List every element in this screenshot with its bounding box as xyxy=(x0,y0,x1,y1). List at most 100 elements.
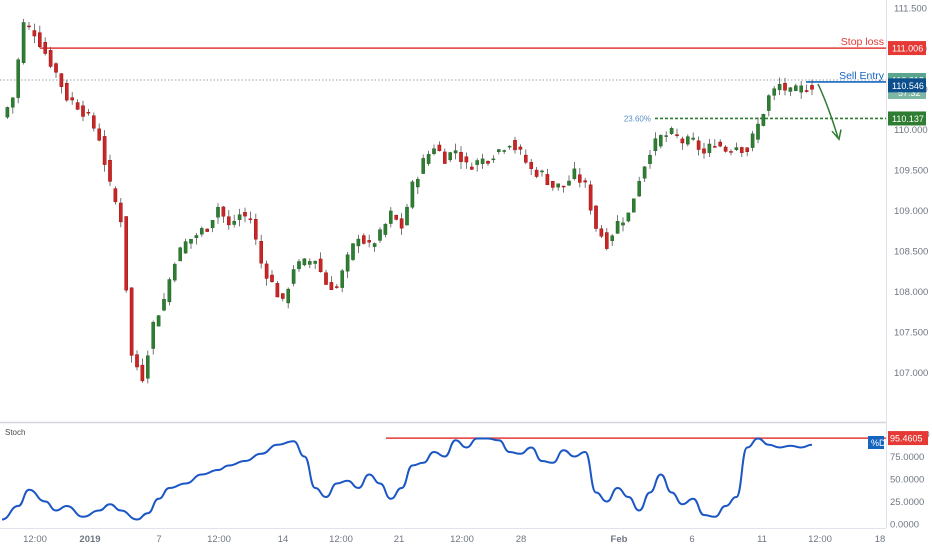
candle-body xyxy=(140,364,145,382)
candle-body xyxy=(113,188,118,203)
candle-body xyxy=(626,212,631,222)
time-tick-label: 14 xyxy=(278,534,289,545)
candle-body xyxy=(437,144,442,152)
candle-body xyxy=(756,123,760,140)
price-tick-label: 110.000 xyxy=(894,125,928,136)
candle-body xyxy=(275,283,280,298)
candle-body xyxy=(340,270,345,288)
stoch-legend-tag: %D xyxy=(871,438,886,448)
candle-body xyxy=(551,181,555,188)
price-tick-label: 111.500 xyxy=(894,4,927,15)
candle-body xyxy=(297,261,301,270)
candle-body xyxy=(642,166,647,179)
stoch-pane-title: Stoch xyxy=(5,428,25,437)
candle-body xyxy=(64,82,69,101)
time-tick-label: 21 xyxy=(394,534,405,545)
candle-body xyxy=(718,141,722,147)
candle-body xyxy=(389,210,393,224)
candle-body xyxy=(502,150,507,152)
price-tick-label: 109.500 xyxy=(894,166,928,177)
candle-body xyxy=(43,42,47,54)
candle-body xyxy=(248,218,253,220)
candle-body xyxy=(615,221,620,234)
candle-body xyxy=(648,154,652,164)
stop-loss-tag-bg xyxy=(888,41,926,56)
candle-body xyxy=(653,138,658,151)
stoch-tick-label: 0.0000 xyxy=(890,520,919,531)
candle-body xyxy=(680,138,685,144)
candle-body xyxy=(777,83,782,91)
candle-body xyxy=(205,228,210,232)
stoch-line xyxy=(1,437,813,521)
candle-body xyxy=(383,223,388,235)
candle-body xyxy=(194,235,199,238)
candle-body xyxy=(540,170,544,173)
candle-body xyxy=(491,158,496,161)
candle-body xyxy=(118,202,123,223)
stoch-pane-bg xyxy=(0,424,886,528)
sell-arrow xyxy=(817,83,839,138)
candle-body xyxy=(318,258,323,273)
time-tick-label: 12:00 xyxy=(207,534,231,545)
candle-body xyxy=(59,73,64,87)
candle-body xyxy=(135,354,139,368)
candle-body xyxy=(475,160,480,165)
candle-body xyxy=(621,222,625,226)
candle-body xyxy=(464,156,469,163)
candle-body xyxy=(588,184,593,211)
candle-body xyxy=(335,286,339,288)
candle-body xyxy=(302,258,307,266)
time-tick-label: 28 xyxy=(516,534,527,545)
stoch-level-tag: 95.4605 xyxy=(890,434,923,444)
candle-body xyxy=(470,166,474,170)
candle-body xyxy=(372,243,377,247)
candle-body xyxy=(426,154,431,164)
candle-body xyxy=(659,135,663,147)
candle-body xyxy=(54,63,58,73)
price-tick-label: 109.000 xyxy=(894,206,928,217)
fib-label: 23.60% xyxy=(624,114,651,123)
time-tick-label: 12:00 xyxy=(23,534,47,545)
time-tick-label: 12:00 xyxy=(450,534,474,545)
candle-body xyxy=(102,136,107,165)
annotations: Stop loss Sell Entry 23.60% xyxy=(624,36,885,141)
candle-body xyxy=(723,146,728,152)
stop-loss-tag: 111.006 xyxy=(892,44,923,54)
candle-body xyxy=(27,25,31,28)
price-tick-label: 108.500 xyxy=(894,247,928,258)
candle-body xyxy=(178,247,183,262)
candle-body xyxy=(362,235,366,244)
stoch-tick-label: 75.0000 xyxy=(890,452,924,463)
candle-body xyxy=(453,150,458,154)
candle-body xyxy=(5,107,10,118)
time-tick-label: 2019 xyxy=(79,534,100,545)
candle-body xyxy=(221,206,226,217)
candle-body xyxy=(313,260,318,264)
candle-body xyxy=(421,158,426,174)
candle-body xyxy=(308,261,312,265)
price-tick-label: 108.000 xyxy=(894,287,928,298)
candle-body xyxy=(70,97,74,101)
candle-body xyxy=(394,214,399,220)
candle-body xyxy=(10,97,15,108)
candle-body xyxy=(605,232,609,249)
stoch-series: 95.4605 %D xyxy=(1,431,928,521)
candle-body xyxy=(497,149,501,152)
candle-body xyxy=(507,145,512,148)
candle-body xyxy=(729,151,733,153)
candle-body xyxy=(513,139,517,151)
candle-body xyxy=(199,228,204,235)
candle-body xyxy=(459,152,463,162)
candle-body xyxy=(97,128,101,141)
candle-body xyxy=(232,220,237,225)
candle-body xyxy=(534,169,539,177)
candle-body xyxy=(399,218,404,229)
candle-body xyxy=(804,90,809,92)
candle-body xyxy=(21,22,26,63)
candle-body xyxy=(750,133,755,148)
time-tick-label: 12:00 xyxy=(329,534,353,545)
candle-body xyxy=(686,136,690,145)
candle-body xyxy=(518,146,523,150)
fib-tag: 110.137 xyxy=(892,114,924,124)
